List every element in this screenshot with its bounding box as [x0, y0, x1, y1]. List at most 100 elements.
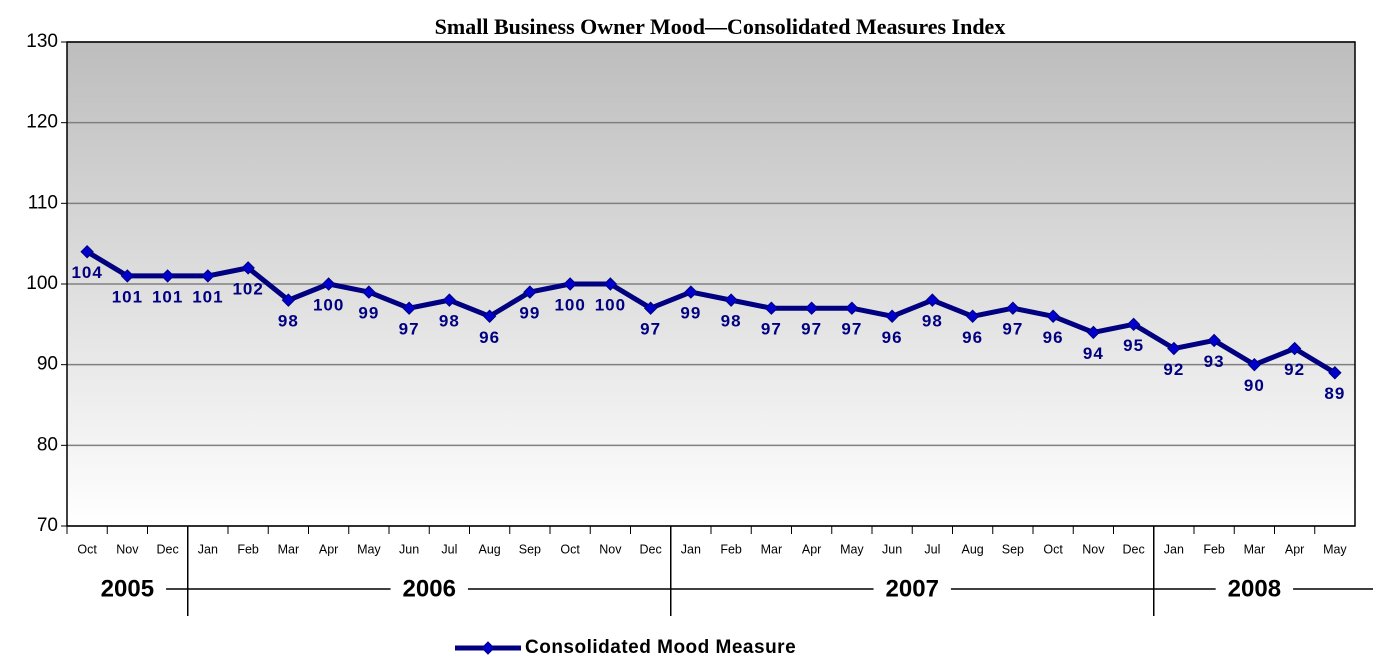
marker [281, 293, 296, 307]
x-tick-label: Feb [1203, 542, 1225, 556]
marker [1006, 301, 1020, 315]
data-label: 89 [1324, 384, 1345, 403]
marker [563, 277, 577, 291]
marker [1287, 341, 1302, 356]
data-label: 101 [192, 287, 223, 306]
x-tick-label: Feb [720, 542, 742, 556]
x-tick-label: Jan [1164, 542, 1184, 556]
marker [925, 293, 940, 307]
y-tick-label: 120 [26, 112, 58, 133]
y-tick-label: 80 [37, 434, 58, 455]
data-label: 97 [399, 320, 420, 339]
x-tick-label: May [840, 542, 864, 556]
x-tick-label: Apr [802, 542, 821, 556]
marker [885, 309, 899, 323]
data-label: 97 [640, 320, 661, 339]
x-tick-label: Nov [599, 542, 622, 556]
data-label: 96 [962, 328, 983, 347]
y-tick-label: 100 [26, 273, 58, 294]
marker [362, 285, 376, 299]
marker [965, 309, 980, 323]
y-tick-label: 70 [37, 515, 58, 536]
data-label: 102 [232, 279, 263, 298]
data-label: 99 [358, 304, 379, 323]
data-label: 98 [922, 312, 943, 331]
marker [160, 269, 175, 283]
data-label: 97 [761, 320, 782, 339]
marker [804, 301, 819, 315]
marker [1207, 333, 1221, 348]
marker [643, 301, 658, 315]
x-tick-label: Jan [198, 542, 218, 556]
marker [80, 245, 94, 259]
marker [402, 301, 416, 315]
marker [482, 309, 497, 323]
data-label: 99 [680, 304, 701, 323]
x-tick-label: Sep [1002, 542, 1024, 556]
x-tick-label: Nov [116, 542, 139, 556]
data-label: 100 [313, 295, 344, 314]
data-label: 95 [1123, 336, 1144, 355]
marker [603, 277, 618, 291]
marker [1247, 357, 1262, 372]
data-label: 104 [71, 263, 102, 282]
data-label: 92 [1163, 360, 1184, 379]
x-tick-label: Jun [882, 542, 902, 556]
data-label: 96 [479, 328, 500, 347]
y-tick-label: 130 [26, 31, 58, 52]
x-tick-label: Oct [1043, 542, 1063, 556]
x-tick-label: Oct [77, 542, 97, 556]
year-label: 2008 [1228, 575, 1281, 602]
data-label: 98 [439, 312, 460, 331]
marker [764, 301, 779, 315]
marker [1167, 341, 1181, 356]
data-label: 97 [841, 320, 862, 339]
marker [1328, 366, 1342, 380]
x-tick-label: Apr [1285, 542, 1304, 556]
x-tick-label: Mar [278, 542, 300, 556]
marker [684, 285, 698, 299]
marker [1046, 309, 1060, 323]
data-label: 92 [1284, 360, 1305, 379]
marker [523, 285, 537, 299]
marker [1126, 317, 1141, 332]
marker [724, 293, 738, 307]
x-tick-label: Mar [1244, 542, 1266, 556]
chart-title: Small Business Owner Mood—Consolidated M… [435, 14, 1006, 39]
legend-label: Consolidated Mood Measure [525, 637, 796, 657]
legend-marker [481, 641, 495, 655]
y-tick-label: 90 [37, 354, 58, 375]
marker [442, 293, 457, 307]
x-tick-label: Jun [399, 542, 419, 556]
data-label: 98 [278, 312, 299, 331]
data-label: 94 [1083, 344, 1104, 363]
data-label: 101 [112, 287, 143, 306]
x-tick-label: Jan [681, 542, 701, 556]
data-label: 101 [152, 287, 183, 306]
data-label: 96 [882, 328, 903, 347]
data-label: 97 [1002, 320, 1023, 339]
x-tick-label: Oct [560, 542, 580, 556]
x-tick-label: Jul [924, 542, 940, 556]
marker [201, 269, 215, 283]
x-tick-label: Apr [319, 542, 338, 556]
marker [845, 301, 859, 315]
data-label: 98 [721, 312, 742, 331]
year-label: 2007 [886, 575, 939, 602]
data-label: 99 [519, 304, 540, 323]
x-tick-label: Nov [1082, 542, 1105, 556]
year-label: 2006 [403, 575, 456, 602]
data-label: 93 [1204, 352, 1225, 371]
marker [1086, 325, 1101, 340]
x-tick-label: Jul [441, 542, 457, 556]
data-label: 96 [1043, 328, 1064, 347]
x-tick-label: Feb [237, 542, 259, 556]
data-label: 100 [595, 295, 626, 314]
x-tick-label: Dec [640, 542, 662, 556]
marker [321, 277, 336, 291]
x-tick-label: Dec [1123, 542, 1145, 556]
x-tick-label: Mar [761, 542, 783, 556]
marker [120, 269, 135, 283]
x-tick-label: May [1323, 542, 1347, 556]
